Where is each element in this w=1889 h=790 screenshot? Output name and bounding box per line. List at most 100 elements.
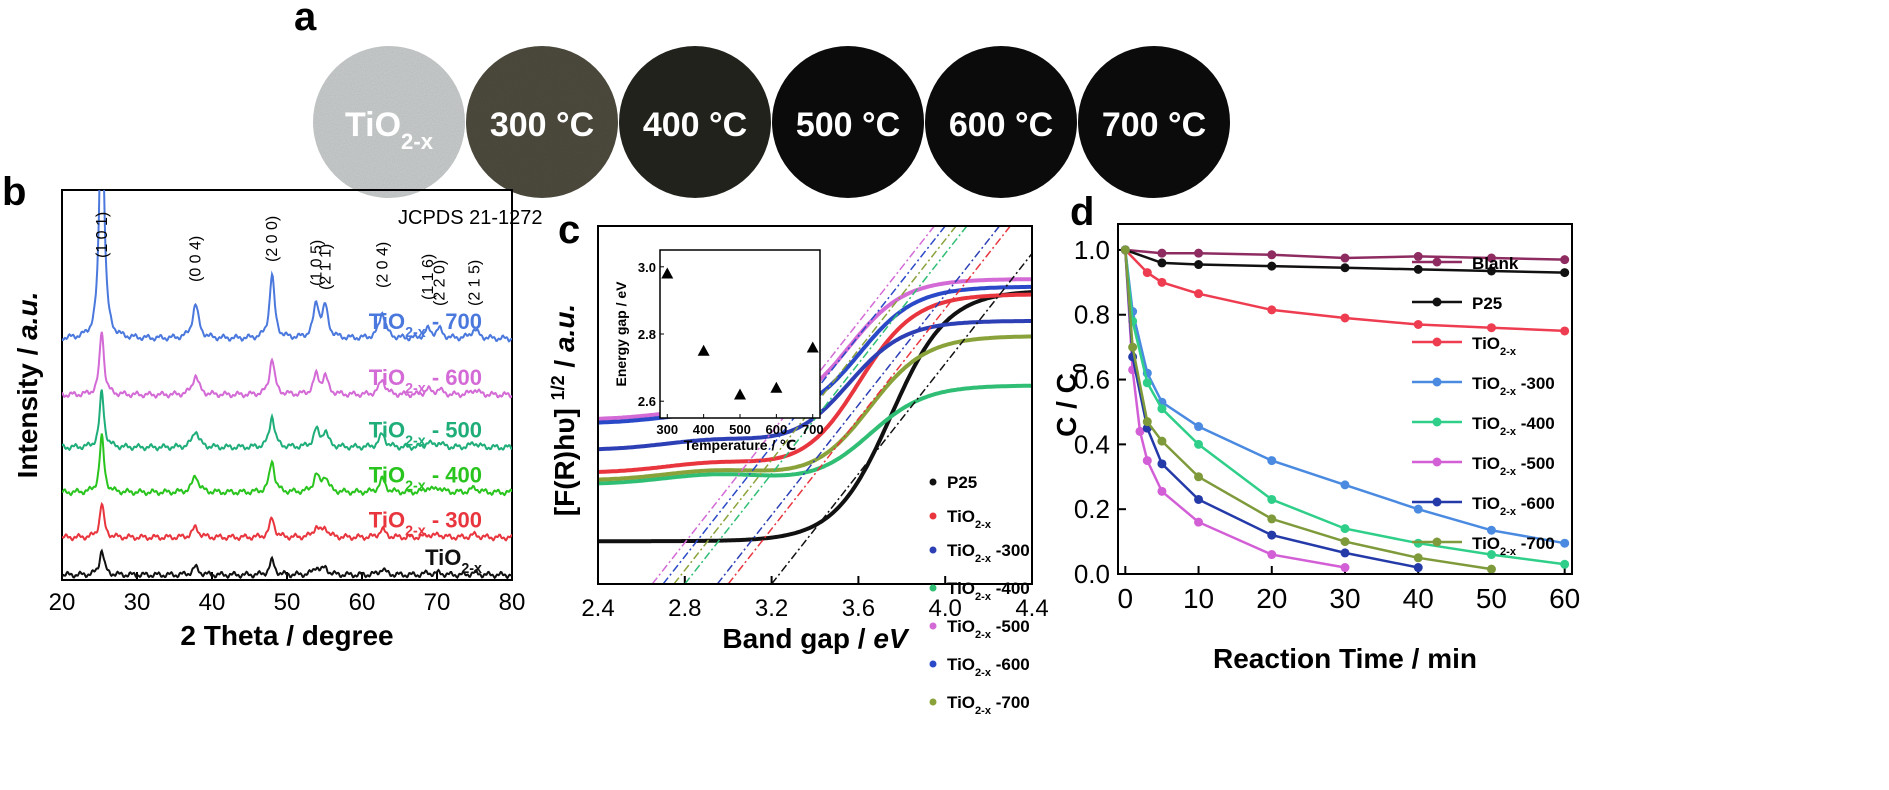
panel-b-series-line <box>62 331 512 400</box>
panel-d-y-tick-label: 1.0 <box>1074 235 1110 265</box>
panel-d-series-line <box>1124 249 1565 566</box>
panel-d-point <box>1157 404 1167 414</box>
panel-d-point <box>1135 426 1145 436</box>
panel-d-legend-marker <box>1432 457 1442 467</box>
panel-c-inset-y-tick-label: 3.0 <box>638 260 656 275</box>
panel-b-legend-entry: TiO2-x - 300 <box>369 508 482 540</box>
panel-c-series-line <box>598 292 1032 474</box>
panel-c-legend-marker <box>929 698 937 706</box>
panel-b-legend-entry: TiO2-x - 600 <box>369 365 482 397</box>
panel-d-point <box>1267 494 1277 504</box>
panel-d-point <box>1413 319 1423 329</box>
panel-d-legend-marker <box>1432 537 1442 547</box>
panel-d-legend-marker <box>1432 337 1442 347</box>
panel-d-point <box>1340 480 1350 490</box>
panel-b-series-line <box>62 501 512 542</box>
panel-b-peak-label: (2 2 0) <box>431 260 448 306</box>
panel-b-peak-label: (1 0 5) <box>308 240 325 286</box>
panel-d-point <box>1194 472 1204 482</box>
panel-d-legend-entry: TiO2-x -300 <box>1472 374 1555 398</box>
panel-c-legend-marker <box>929 512 937 520</box>
panel-d-point <box>1120 245 1130 255</box>
panel-a: a TiO2-x 300 °C 400 °C 500 °C 600 °C 700 °C <box>294 0 1230 198</box>
panel-d-y-tick-label: 0.0 <box>1074 559 1110 589</box>
panel-d-x-axis-title: Reaction Time / min <box>1213 643 1477 674</box>
panel-c-inset-y-axis-title: Energy gap / eV <box>613 281 629 387</box>
panel-c-inset-point <box>661 267 674 279</box>
panel-d-series-line <box>1124 249 1419 569</box>
panel-d-legend-entry: TiO2-x -600 <box>1472 494 1555 518</box>
panel-b-letter: b <box>2 170 26 214</box>
panel-c-frame <box>597 225 1033 585</box>
panel-d-series-line <box>1124 248 1565 274</box>
panel-c-x-tick-label: 3.2 <box>755 595 788 622</box>
sample-disk-1 <box>313 46 465 198</box>
panel-d-point <box>1267 456 1277 466</box>
panel-d-point <box>1267 514 1277 524</box>
panel-c-legend-entry: TiO2-x -600 <box>947 655 1030 679</box>
panel-b-x-tick-label: 50 <box>274 589 301 616</box>
panel-b-x-tick-label: 30 <box>124 589 151 616</box>
panel-c-legend-marker <box>929 622 937 630</box>
panel-c-inset-x-tick-label: 600 <box>766 422 788 437</box>
panel-c-legend-marker <box>929 546 937 554</box>
panel-b-y-axis-title: Intensity / a.u. <box>12 292 43 479</box>
panel-b-reference: JCPDS 21-1272 <box>398 207 543 229</box>
panel-c-inset-x-tick-label: 700 <box>802 422 824 437</box>
panel-d-y-tick-label: 0.8 <box>1074 300 1110 330</box>
panel-b-peak-label: (2 1 1) <box>317 244 334 290</box>
panel-d-x-tick-label: 20 <box>1256 583 1287 614</box>
panel-c-inset-x-tick-label: 400 <box>693 422 715 437</box>
panel-d-y-tick-label: 0.6 <box>1074 365 1110 395</box>
panel-b-x-tick-label: 80 <box>499 589 526 616</box>
panel-d-point <box>1413 251 1423 261</box>
panel-c-legend-entry: TiO2-x -300 <box>947 541 1030 565</box>
panel-b-series-line <box>62 190 512 343</box>
panel-c-inset-point <box>734 388 746 400</box>
sample-disk-4 <box>772 46 924 198</box>
panel-c-inset-point <box>806 341 819 353</box>
panel-d-x-tick-label: 40 <box>1403 583 1434 614</box>
panel-d-point <box>1486 550 1496 560</box>
panel-d-point <box>1560 326 1570 336</box>
panel-b-legend-entry: TiO2-x - 700 <box>369 309 482 341</box>
panel-d-point <box>1413 553 1423 563</box>
panel-d-point <box>1142 417 1152 427</box>
panel-c-inset-point <box>770 381 783 393</box>
panel-c-x-tick-label: 4.4 <box>1015 595 1048 622</box>
panel-d-x-tick-label: 50 <box>1476 583 1507 614</box>
panel-c-legend-entry: TiO2-x -700 <box>947 693 1030 717</box>
panel-c-inset-x-axis-title: Temperature / ℃ <box>684 437 796 453</box>
panel-d-legend-entry: Blank <box>1472 254 1519 273</box>
panel-d: d 0 10 20 30 40 50 60 0.0 0.2 0.4 0.6 0.8 1.0 Blank P… <box>1051 190 1580 674</box>
panel-d-point <box>1157 459 1167 469</box>
panel-c-x-tick-label: 2.8 <box>668 595 701 622</box>
panel-c-letter: c <box>558 208 580 252</box>
sample-disk-label-6: 700 °C <box>1102 106 1206 144</box>
sample-disk-3 <box>619 46 771 198</box>
panel-c-legend-entry: TiO2-x -500 <box>947 617 1030 641</box>
panel-d-legend-entry: TiO2-x <box>1472 334 1517 358</box>
panel-b-x-tick-label: 40 <box>199 589 226 616</box>
panel-d-point <box>1340 253 1350 263</box>
panel-d-letter: d <box>1070 190 1094 234</box>
sample-disk-label-2: 300 °C <box>490 106 594 144</box>
sample-disk-2 <box>466 46 618 198</box>
panel-d-point <box>1413 563 1423 573</box>
panel-d-point <box>1267 305 1277 315</box>
panel-b-peak-label: (1 0 1) <box>94 212 111 258</box>
panel-c-y-axis-title: [F(R)hυ] 1/2 / a.u. <box>548 304 580 516</box>
panel-d-point <box>1194 439 1204 449</box>
panel-d-series-line <box>1124 249 1565 545</box>
panel-d-point <box>1486 266 1496 276</box>
panel-d-series-line <box>1124 249 1346 569</box>
panel-d-point <box>1194 517 1204 527</box>
panel-d-x-tick-label: 30 <box>1329 583 1360 614</box>
panel-d-point <box>1340 563 1350 573</box>
panel-b-legend-entry: TiO2-x - 400 <box>369 463 482 495</box>
panel-c-legend-entry: P25 <box>947 473 977 492</box>
panel-d-point <box>1157 486 1167 496</box>
panel-d-point <box>1560 538 1570 548</box>
panel-d-point <box>1486 564 1496 574</box>
